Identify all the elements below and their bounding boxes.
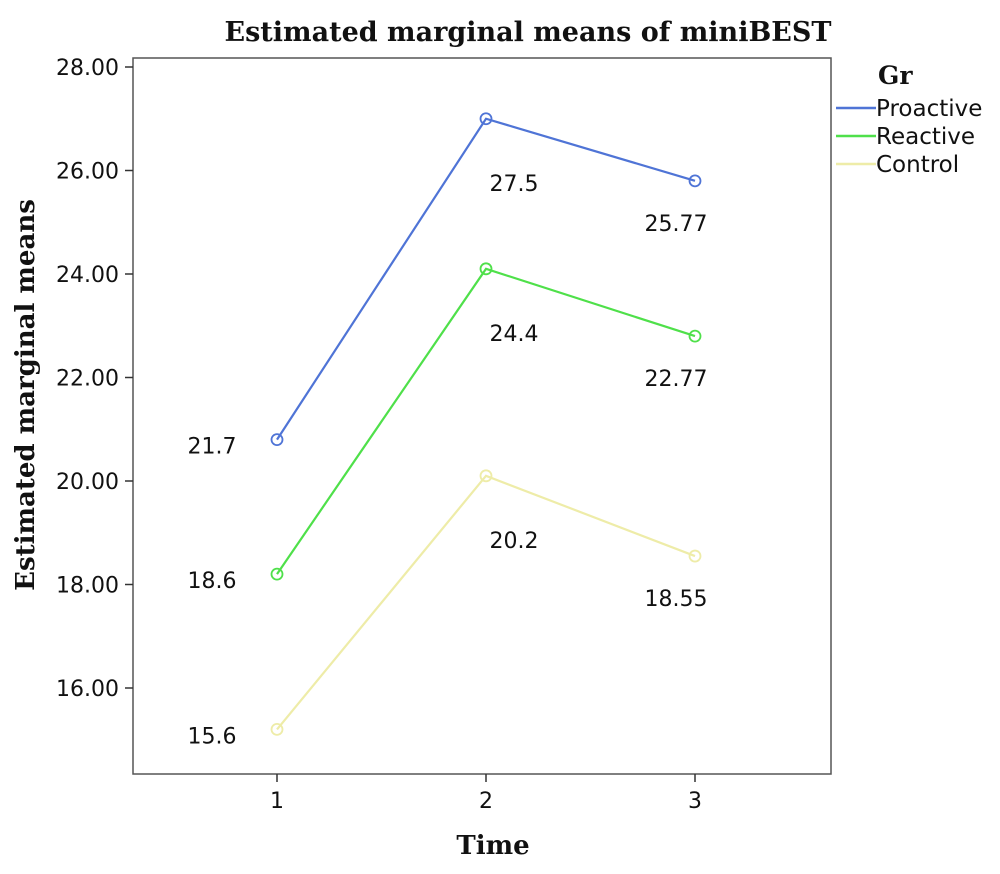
y-axis-title: Estimated marginal means [11,199,41,591]
data-point-marker [270,567,284,581]
y-axis-ticks: 16.00 18.00 20.00 22.00 24.00 26.00 28.00 [56,56,133,702]
y-tick-label: 16.00 [56,677,119,702]
x-tick-label: 3 [688,789,702,814]
x-axis-title: Time [456,831,529,861]
data-labels: 21.7 27.5 25.77 18.6 24.4 22.77 15.6 20.2 18.55 [188,172,708,750]
data-label: 20.2 [490,529,539,554]
data-point-marker [688,329,702,343]
data-label: 15.6 [188,724,237,749]
y-tick-label: 24.00 [56,263,119,288]
y-tick-label: 26.00 [56,160,119,185]
y-tick-label: 18.00 [56,574,119,599]
x-tick-label: 1 [270,789,284,814]
legend-label: Reactive [876,124,975,150]
legend-title: Gr [878,61,913,90]
data-label: 21.7 [188,435,237,460]
data-label: 27.5 [490,172,539,197]
data-label: 22.77 [645,367,708,392]
data-point-marker [479,262,493,276]
y-tick-label: 22.00 [56,367,119,392]
data-label: 18.6 [188,569,237,594]
data-label: 25.77 [645,212,708,237]
series-line-proactive [276,117,696,441]
y-tick-label: 20.00 [56,470,119,495]
plot-frame [132,57,832,775]
x-axis-ticks: 1 2 3 [270,774,702,814]
legend-label: Control [876,152,959,178]
data-label: 18.55 [645,587,708,612]
x-tick-label: 2 [479,789,493,814]
data-point-marker [688,174,702,188]
y-tick-label: 28.00 [56,56,119,81]
data-point-marker [479,112,493,126]
series-layer [270,112,702,736]
series-line-control [276,474,696,731]
data-label: 24.4 [490,322,539,347]
chart-title: Estimated marginal means of miniBEST [225,17,832,48]
data-point-marker [270,723,284,736]
data-point-marker [479,469,493,483]
series-line-reactive [276,267,696,575]
legend-label: Proactive [876,96,982,122]
data-point-marker [688,549,702,563]
data-point-marker [270,433,284,447]
